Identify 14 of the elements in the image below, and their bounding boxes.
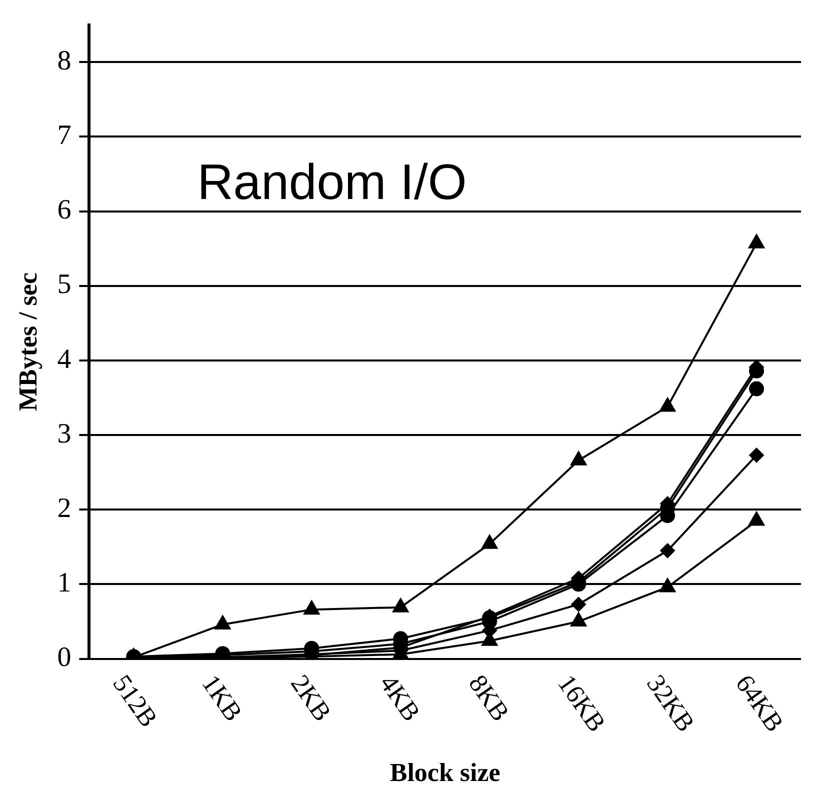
y-tick-label: 2 [57,492,72,524]
annotation: Random I/O [197,154,467,210]
y-tick-label: 8 [57,45,72,76]
y-tick-label: 3 [57,418,72,450]
y-tick-label: 1 [57,568,72,599]
y-tick-label: 4 [57,344,72,375]
x-axis-title: Block size [390,758,500,788]
y-tick-label: 7 [57,120,72,152]
y-axis-title: MBytes / sec [13,272,42,412]
y-tick-label: 6 [57,194,72,226]
x-tick-label: 4KB [374,670,426,726]
x-tick-label: 1KB [196,670,248,726]
y-tick-label: 5 [57,269,72,300]
y-tick-label: 0 [57,642,72,674]
